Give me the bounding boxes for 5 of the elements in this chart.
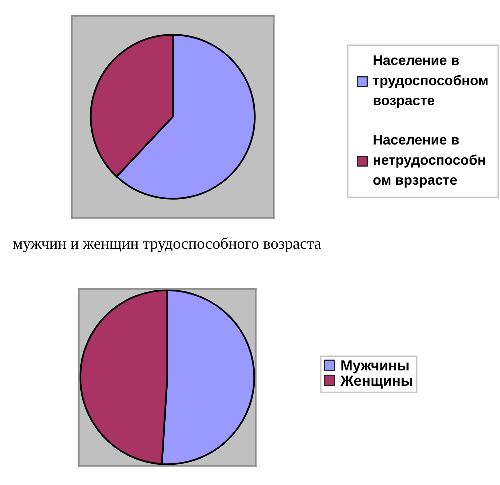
legend-label: Мужчины <box>342 360 409 374</box>
chart-title: мужчин и женщин трудоспособного возраста <box>13 238 322 252</box>
legend-label: Население в трудоспособном возрасте <box>373 56 488 108</box>
legend-label: Женщины <box>340 376 412 389</box>
legend-label: Население в нетрудоспособн ом врзрасте <box>374 135 486 188</box>
